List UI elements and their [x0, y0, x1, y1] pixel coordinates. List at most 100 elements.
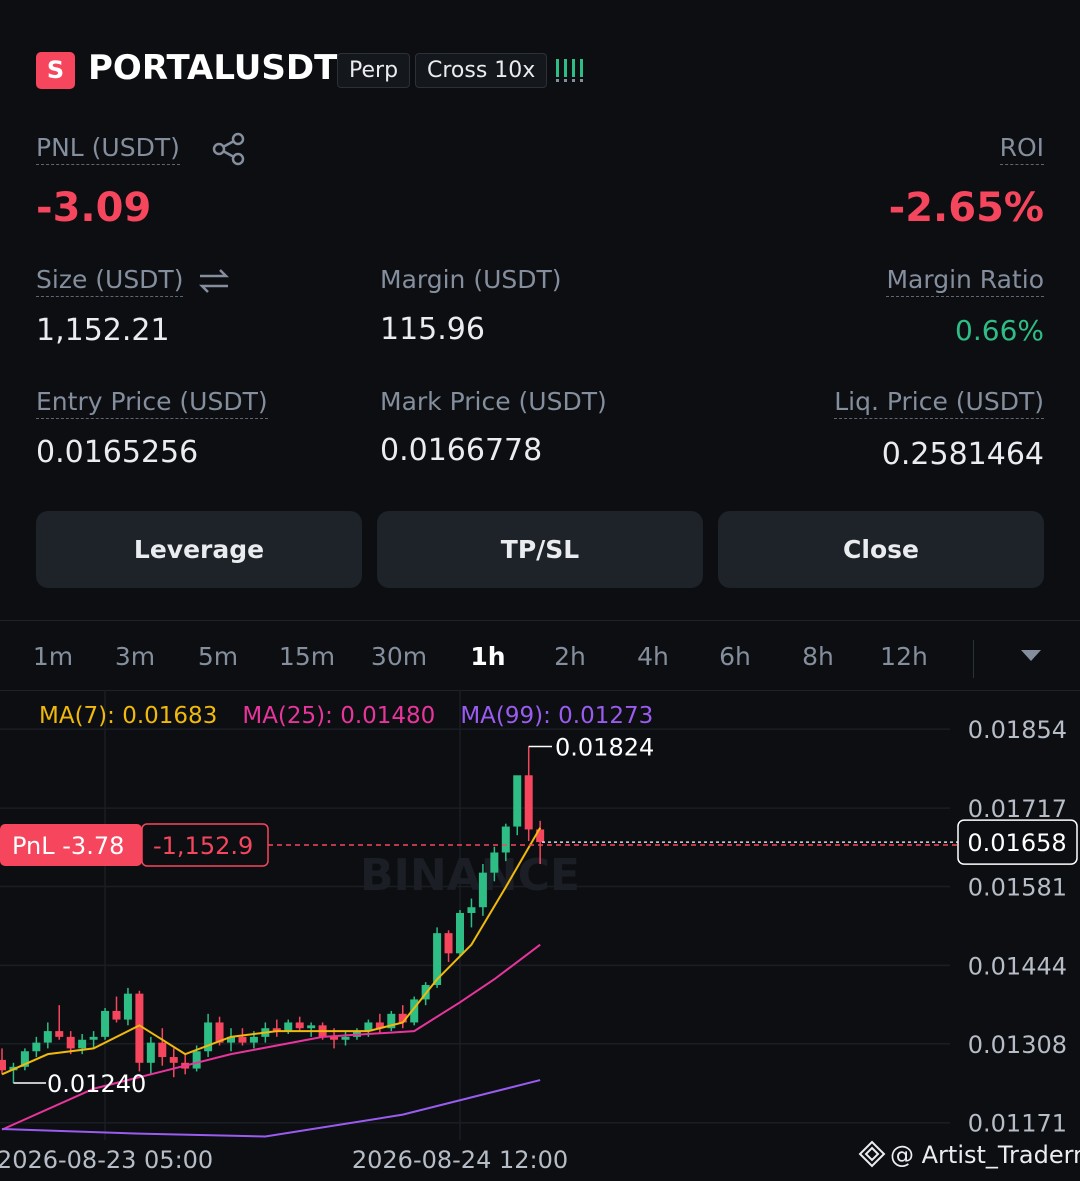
candle-body: [204, 1022, 213, 1052]
interval-tab[interactable]: 1m: [32, 642, 74, 671]
candle-body: [433, 933, 442, 986]
candle-body: [43, 1031, 52, 1043]
interval-tab[interactable]: 1h: [470, 642, 506, 671]
divider: [0, 690, 1080, 691]
margin-ratio-label: Margin Ratio: [886, 265, 1044, 297]
divider: [973, 640, 974, 678]
button[interactable]: Leverage: [36, 511, 362, 588]
candle-body: [227, 1036, 235, 1043]
candle-body: [158, 1042, 167, 1058]
candle-body: [272, 1028, 281, 1032]
candle-body: [456, 912, 464, 954]
y-tick-label: 0.01581: [968, 873, 1067, 901]
interval-tab[interactable]: 15m: [278, 642, 336, 671]
pnl-tag: [0, 823, 142, 866]
high-label: 0.01824: [555, 733, 654, 761]
candle-body: [169, 1057, 178, 1063]
margin-label: Margin (USDT): [380, 265, 562, 294]
last-price-box: [957, 819, 1078, 865]
badge: S: [36, 52, 75, 89]
legend-entry: MA(25): 0.01480: [242, 703, 435, 729]
margin-value: 115.96: [380, 312, 485, 347]
candle-body: [364, 1022, 373, 1032]
divider: [0, 620, 1080, 621]
candle-body: [524, 775, 533, 830]
candle-body: [55, 1031, 64, 1037]
interval-tab[interactable]: 4h: [637, 642, 669, 671]
y-tick-label: 0.01308: [968, 1031, 1067, 1059]
candle-body: [123, 993, 132, 1020]
dropdown-icon[interactable]: [1020, 648, 1042, 664]
button[interactable]: Close: [718, 511, 1044, 588]
candle-body: [501, 826, 510, 853]
candle-body: [78, 1039, 87, 1049]
interval-tab[interactable]: 8h: [802, 642, 834, 671]
candle-body: [341, 1036, 350, 1040]
candle-body: [284, 1022, 293, 1032]
candle-body: [398, 1013, 407, 1023]
amount-tag: [141, 823, 269, 867]
candle-body: [146, 1042, 155, 1063]
mark-label: Mark Price (USDT): [380, 387, 607, 416]
ma-line: [1, 827, 542, 1076]
candle-body: [101, 1010, 110, 1037]
share-icon[interactable]: [212, 132, 246, 166]
liq-label: Liq. Price (USDT): [834, 387, 1044, 419]
candle-body: [307, 1025, 316, 1029]
roi-value: -2.65%: [888, 185, 1044, 231]
legend-entry: MA(99): 0.01273: [460, 703, 653, 729]
roi-label: ROI: [999, 133, 1044, 165]
candle-body: [135, 993, 144, 1063]
pnl-value: -3.09: [36, 185, 152, 231]
candle-body: [20, 1051, 29, 1067]
candle-body: [295, 1022, 304, 1029]
candle-body: [0, 1059, 6, 1071]
candle-body: [249, 1036, 258, 1043]
credit-text: @ Artist_Traderr: [890, 1141, 1080, 1169]
entry-label: Entry Price (USDT): [36, 387, 268, 419]
interval-tab[interactable]: 2h: [554, 642, 586, 671]
mark-value: 0.0166778: [380, 433, 543, 468]
size-label: Size (USDT): [36, 265, 184, 297]
swap-icon[interactable]: [197, 267, 231, 295]
interval-tab[interactable]: 6h: [719, 642, 751, 671]
candle-body: [238, 1036, 247, 1043]
candle-body: [444, 933, 453, 954]
interval-tab[interactable]: 3m: [114, 642, 156, 671]
interval-tab[interactable]: 12h: [880, 642, 928, 671]
candle-body: [375, 1022, 384, 1029]
symbol: PORTALUSDT: [88, 48, 338, 88]
interval-tab[interactable]: 30m: [370, 642, 428, 671]
button[interactable]: TP/SL: [377, 511, 703, 588]
liq-value: 0.2581464: [881, 437, 1044, 472]
ma-line: [1, 1079, 541, 1138]
pnl-tag-text: PnL -3.78: [12, 832, 124, 860]
candle-body: [467, 907, 476, 913]
watermark: BINANCE: [360, 850, 580, 901]
x-tick-label: 2026-08-24 12:00: [352, 1146, 568, 1174]
candle-body: [478, 872, 487, 908]
candle-body: [536, 829, 545, 843]
signal-icon: [556, 59, 583, 82]
credit-logo: [858, 1140, 886, 1168]
candle-body: [192, 1051, 201, 1069]
y-tick-label: 0.01717: [968, 795, 1067, 823]
size-value: 1,152.21: [36, 313, 170, 348]
candle-body: [112, 1010, 121, 1020]
pnl-label: PNL (USDT): [36, 133, 180, 165]
candle-body: [32, 1042, 41, 1052]
legend-entry: MA(7): 0.01683: [39, 703, 217, 729]
y-tick-label: 0.01171: [968, 1110, 1067, 1138]
entry-value: 0.0165256: [36, 435, 199, 470]
candle-body: [89, 1036, 98, 1040]
candle-body: [490, 852, 499, 873]
y-tick-label: 0.01854: [968, 716, 1067, 744]
chart: 0.01854 0.01717 0.01581 0.01444 0.01308 0.011…: [0, 690, 1080, 1174]
candle-body: [513, 775, 522, 827]
ma-line: [1, 943, 541, 1131]
tag: Cross 10x: [415, 53, 548, 88]
candle-body: [410, 999, 419, 1023]
credit: @ Artist_Traderr: [858, 1140, 1080, 1169]
interval-tab[interactable]: 5m: [197, 642, 239, 671]
